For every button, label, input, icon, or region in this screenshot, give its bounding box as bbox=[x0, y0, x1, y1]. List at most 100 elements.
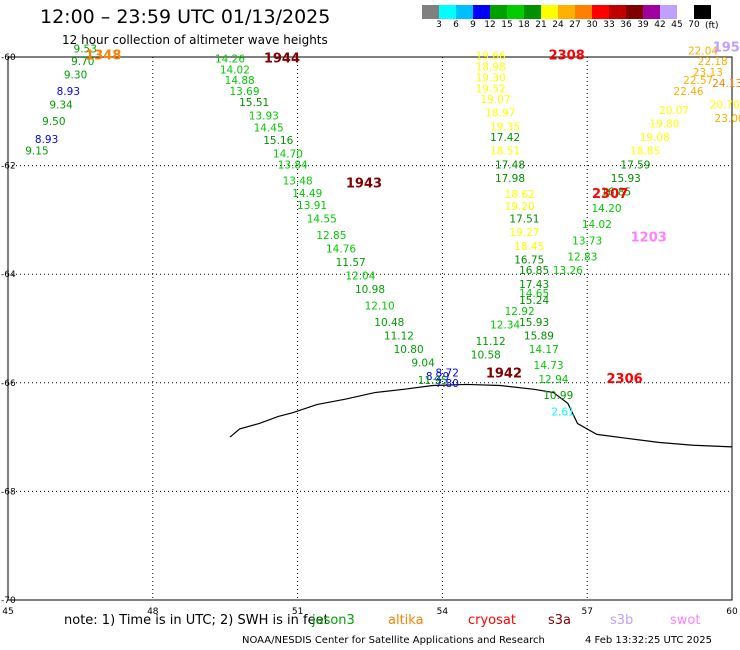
wave-height-label: 20.07 bbox=[659, 105, 689, 117]
wave-height-label: 17.59 bbox=[620, 159, 650, 171]
wave-height-label: 19.27 bbox=[509, 227, 539, 239]
wave-height-label: 20.70 bbox=[710, 100, 740, 112]
wave-height-label: 12.34 bbox=[490, 320, 520, 332]
wave-height-label: 2.61 bbox=[551, 406, 574, 418]
wave-height-label: 18.85 bbox=[630, 146, 660, 158]
wave-height-label: 13.93 bbox=[249, 110, 279, 122]
legend-swatches bbox=[422, 5, 740, 19]
legend-tick-label: 21 bbox=[535, 20, 547, 30]
plot-frame bbox=[7, 56, 733, 601]
wave-height-label: 14.26 bbox=[215, 53, 245, 65]
note-text: note: 1) Time is in UTC; 2) SWH is in fe… bbox=[64, 613, 329, 628]
wave-height-label: 23.00 bbox=[715, 113, 740, 125]
wave-height-label: 14.65 bbox=[519, 288, 549, 300]
wave-height-label: 14.55 bbox=[307, 214, 337, 226]
wave-height-label: 14.45 bbox=[254, 122, 284, 134]
y-tick-label: -68 bbox=[1, 487, 16, 497]
y-tick-label: -64 bbox=[1, 270, 16, 280]
y-tick-label: -70 bbox=[1, 596, 16, 606]
wave-height-label: 22.04 bbox=[688, 45, 718, 57]
pass-time-label: 1203 bbox=[631, 231, 667, 246]
legend-swatch bbox=[643, 5, 660, 19]
satellite-label-swot: swot bbox=[670, 613, 701, 628]
satellite-label-s3a: s3a bbox=[548, 613, 572, 628]
legend-tick-label: 39 bbox=[637, 20, 649, 30]
wave-height-label: 24.13 bbox=[712, 78, 740, 90]
wave-height-label: 19.30 bbox=[476, 72, 506, 84]
wave-height-label: 11.57 bbox=[336, 257, 366, 269]
legend-swatch bbox=[524, 5, 541, 19]
pass-time-label: 195 bbox=[713, 41, 740, 56]
legend-swatch bbox=[677, 5, 694, 19]
wave-height-label: 22.18 bbox=[698, 56, 728, 68]
wave-height-label: 14.73 bbox=[534, 360, 564, 372]
legend-swatch bbox=[660, 5, 677, 19]
wave-height-label: 19.08 bbox=[640, 132, 670, 144]
wave-height-label: 12.92 bbox=[505, 306, 535, 318]
legend-tick-label: 30 bbox=[586, 20, 598, 30]
wave-height-label: 18.45 bbox=[514, 241, 544, 253]
wave-height-label: 19.66 bbox=[476, 51, 506, 63]
legend-swatch bbox=[490, 5, 507, 19]
pass-time-label: 2306 bbox=[607, 372, 643, 387]
satellite-label-s3b: s3b bbox=[610, 613, 634, 628]
wave-height-label: 10.98 bbox=[355, 284, 385, 296]
y-tick-label: -62 bbox=[1, 162, 16, 172]
wave-height-label: 12.04 bbox=[345, 271, 375, 283]
chart-title: 12:00 – 23:59 UTC 01/13/2025 bbox=[40, 6, 331, 28]
wave-height-label: 9.15 bbox=[25, 146, 48, 158]
wave-height-label: 12.85 bbox=[316, 230, 346, 242]
wave-height-label: 14.70 bbox=[273, 148, 303, 160]
wave-height-label: 22.57 bbox=[683, 75, 713, 87]
legend-tick-label: 12 bbox=[484, 20, 496, 30]
wave-height-label: 8.93 bbox=[35, 134, 58, 146]
wave-height-label: 10.99 bbox=[543, 390, 573, 402]
wave-height-label: 7.80 bbox=[436, 378, 459, 390]
wave-height-label: 12.83 bbox=[567, 252, 597, 264]
wave-height-label: 19.20 bbox=[505, 201, 535, 213]
y-tick-label: -66 bbox=[1, 379, 16, 389]
wave-height-label: 16.85 bbox=[519, 265, 549, 277]
wave-height-label: 10.48 bbox=[374, 317, 404, 329]
wave-height-label: 13.84 bbox=[278, 159, 308, 171]
wave-height-label: 16.85 bbox=[601, 186, 631, 198]
wave-height-label: 9.04 bbox=[411, 358, 435, 370]
wave-height-label: 8.93 bbox=[57, 86, 80, 98]
wave-height-label: 17.51 bbox=[509, 214, 539, 226]
x-tick-label: 45 bbox=[2, 607, 13, 617]
coastline bbox=[229, 383, 733, 448]
wave-height-label: 11.95 bbox=[418, 375, 448, 387]
wave-height-label: 10.80 bbox=[394, 344, 424, 356]
wave-height-label: 17.42 bbox=[490, 132, 520, 144]
legend-tick-label: 27 bbox=[569, 20, 581, 30]
x-tick-label: 60 bbox=[726, 607, 738, 617]
wave-height-label: 23.13 bbox=[693, 67, 723, 79]
wave-height-label: 12.10 bbox=[365, 300, 395, 312]
x-tick-label: 51 bbox=[292, 607, 303, 617]
pass-time-label: 1942 bbox=[486, 366, 522, 381]
wave-height-label: 22.46 bbox=[674, 86, 704, 98]
wave-height-label: 14.76 bbox=[326, 243, 356, 255]
satellite-label-jason3: jason3 bbox=[312, 613, 355, 628]
pass-time-label: 2308 bbox=[549, 49, 585, 64]
wave-height-label: 9.30 bbox=[64, 70, 87, 82]
wave-height-label: 19.35 bbox=[490, 121, 520, 133]
wave-height-label: 14.02 bbox=[582, 219, 612, 231]
wave-height-label: 17.98 bbox=[495, 173, 525, 185]
x-tick-label: 48 bbox=[147, 607, 159, 617]
wave-height-label: 13.91 bbox=[297, 200, 327, 212]
wave-height-label: 18.51 bbox=[490, 146, 520, 158]
chart-subtitle: 12 hour collection of altimeter wave hei… bbox=[62, 33, 328, 47]
wave-height-label: 15.89 bbox=[524, 330, 554, 342]
x-tick-label: 57 bbox=[581, 607, 592, 617]
timestamp-text: 4 Feb 13:32:25 UTC 2025 bbox=[585, 635, 712, 646]
wave-height-label: 14.20 bbox=[591, 203, 621, 215]
wave-height-label: 14.88 bbox=[225, 75, 255, 87]
wave-height-label: 15.51 bbox=[239, 97, 269, 109]
wave-height-label: 19.52 bbox=[476, 83, 506, 95]
legend-swatch bbox=[558, 5, 575, 19]
legend-tick-label: 45 bbox=[671, 20, 683, 30]
wave-height-label: 8.29 bbox=[426, 371, 449, 383]
wave-height-label: 8.72 bbox=[436, 367, 459, 379]
